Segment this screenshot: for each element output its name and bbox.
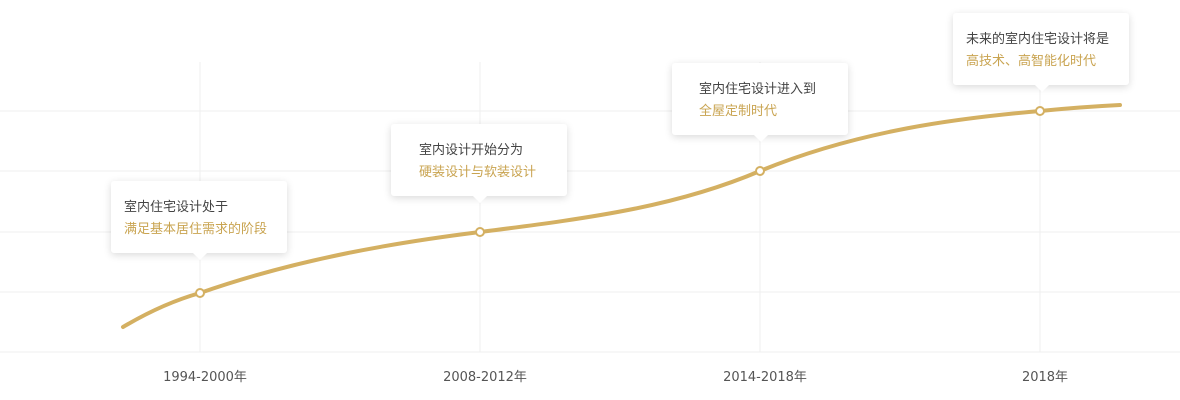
tooltip-highlight: 全屋定制时代 (699, 104, 778, 119)
milestone-dot (475, 227, 485, 237)
period-label: 2018年 (1021, 370, 1069, 385)
tooltip-line: 未来的室内住宅设计将是 (966, 32, 1110, 47)
timeline-curve (121, 103, 1122, 329)
tooltip-line: 室内住宅设计进入到 (699, 82, 817, 97)
tooltip: 室内设计开始分为 硬装设计与软装设计 (391, 124, 567, 203)
period-label: 2008-2012年 (443, 370, 527, 385)
tooltip-highlight: 硬装设计与软装设计 (419, 165, 537, 180)
period-label: 2014-2018年 (723, 370, 807, 385)
tooltip-line: 室内设计开始分为 (419, 143, 524, 158)
milestone-dot (195, 288, 205, 298)
period-label: 1994-2000年 (163, 370, 247, 385)
tooltip: 室内住宅设计处于 满足基本居住需求的阶段 (111, 181, 287, 260)
milestone-dot (755, 166, 765, 176)
tooltip-highlight: 高技术、高智能化时代 (966, 54, 1097, 69)
tooltip-line: 室内住宅设计处于 (124, 200, 229, 215)
tooltip: 室内住宅设计进入到 全屋定制时代 (672, 63, 848, 142)
tooltip: 未来的室内住宅设计将是 高技术、高智能化时代 (953, 13, 1129, 92)
milestone-dot (1035, 106, 1045, 116)
tooltip-highlight: 满足基本居住需求的阶段 (124, 222, 268, 237)
